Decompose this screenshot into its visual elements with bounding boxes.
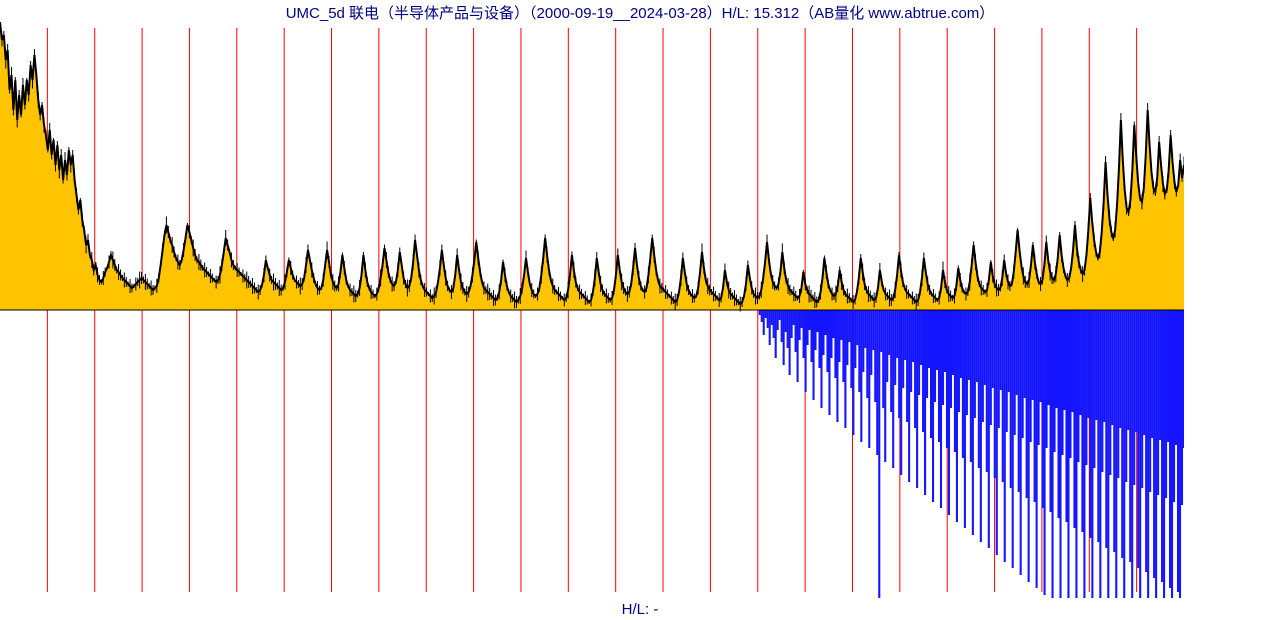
chart-footer: H/L: - [0,601,1280,618]
chart-title: UMC_5d 联电（半导体产品与设备）（2000-09-19__2024-03-… [0,2,1280,23]
chart-svg [0,22,1184,598]
chart-plot-area [0,22,1184,598]
